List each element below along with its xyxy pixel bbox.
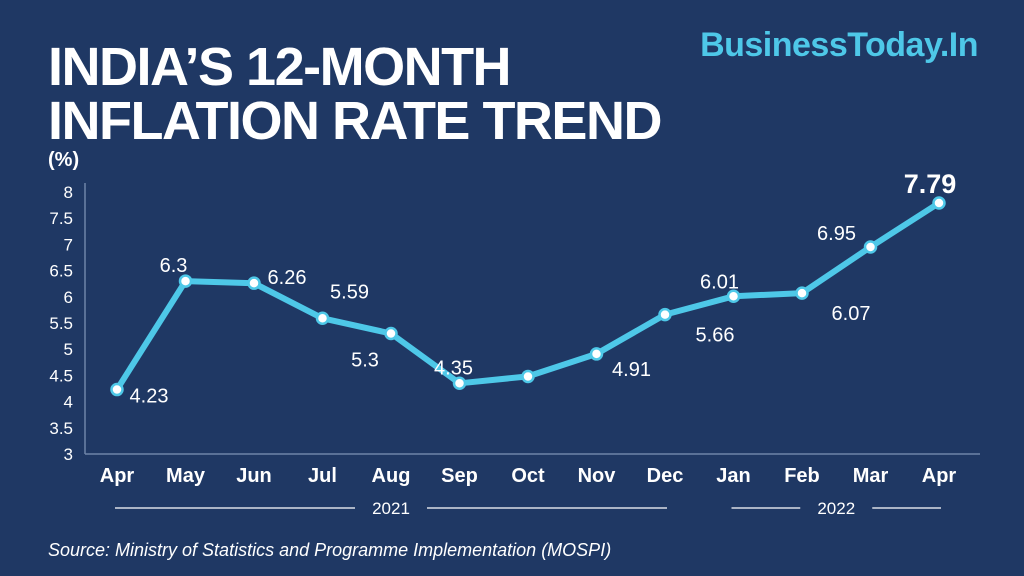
x-tick-label: Jul [308, 465, 337, 487]
data-labels: 4.23 6.3 6.26 5.59 5.3 4.35 4.91 5.66 6.01 6.07 6.… [130, 169, 957, 408]
y-tick-label: 3 [64, 445, 73, 464]
data-label: 6.26 [268, 267, 307, 289]
x-tick-label: Jan [716, 465, 750, 487]
data-label: 6.07 [832, 303, 871, 325]
data-label: 5.66 [696, 325, 735, 347]
data-point [452, 376, 467, 391]
x-tick-label: Oct [511, 465, 545, 487]
year-label: 2021 [372, 499, 410, 518]
data-point [795, 286, 809, 300]
data-point [384, 326, 398, 341]
y-tick-labels: 3 3.5 4 4.5 5 5.5 6 6.5 7 7.5 8 [49, 183, 73, 464]
data-point [110, 382, 124, 397]
y-tick-label: 5.5 [49, 314, 73, 333]
x-tick-label: Nov [578, 465, 617, 487]
x-tick-label: Aug [372, 465, 411, 487]
source-note: Source: Ministry of Statistics and Progr… [48, 540, 612, 560]
year-label: 2022 [817, 499, 855, 518]
data-point [247, 276, 261, 290]
data-label: 4.91 [612, 359, 651, 381]
y-tick-label: 6.5 [49, 262, 73, 281]
data-point [658, 307, 672, 322]
data-point [863, 240, 878, 254]
x-tick-labels: Apr May Jun Jul Aug Sep Oct Nov Dec Jan Feb Mar Apr [100, 465, 957, 487]
data-point [178, 274, 193, 288]
y-tick-label: 8 [64, 183, 73, 202]
series-line [114, 200, 942, 393]
x-tick-label: Jun [236, 465, 272, 487]
data-label: 6.3 [160, 255, 188, 277]
data-point [932, 196, 946, 210]
x-tick-label: May [166, 465, 206, 487]
data-label: 5.3 [351, 349, 379, 371]
data-point [315, 311, 330, 326]
brand-logo-text: BusinessToday.In [700, 26, 978, 64]
y-axis-label: (%) [48, 149, 79, 171]
data-point [521, 369, 535, 384]
data-points [110, 196, 946, 397]
y-tick-label: 6 [64, 288, 73, 307]
data-label: 6.01 [700, 271, 739, 293]
data-label: 6.95 [817, 223, 856, 245]
x-tick-label: Apr [922, 465, 957, 487]
x-tick-label: Dec [647, 465, 684, 487]
data-label: 7.79 [904, 169, 957, 199]
y-tick-label: 5 [64, 340, 73, 359]
y-tick-label: 7 [64, 235, 73, 254]
y-tick-label: 7.5 [49, 209, 73, 228]
x-tick-label: Apr [100, 465, 135, 487]
x-tick-label: Sep [441, 465, 478, 487]
data-label: 4.23 [130, 386, 169, 408]
x-tick-label: Feb [784, 465, 820, 487]
data-label: 5.59 [330, 281, 369, 303]
year-groups: 2021 2022 [115, 499, 941, 518]
data-point [589, 347, 604, 361]
x-tick-label: Mar [853, 465, 889, 487]
y-tick-label: 4 [64, 393, 73, 412]
chart-title-line-2: INFLATION RATE TREND [48, 91, 662, 151]
y-tick-label: 4.5 [49, 366, 73, 385]
y-tick-label: 3.5 [49, 419, 73, 438]
data-label: 4.35 [434, 357, 473, 379]
chart-title-line-1: INDIA’S 12-MONTH [48, 37, 512, 97]
data-point [726, 289, 741, 304]
